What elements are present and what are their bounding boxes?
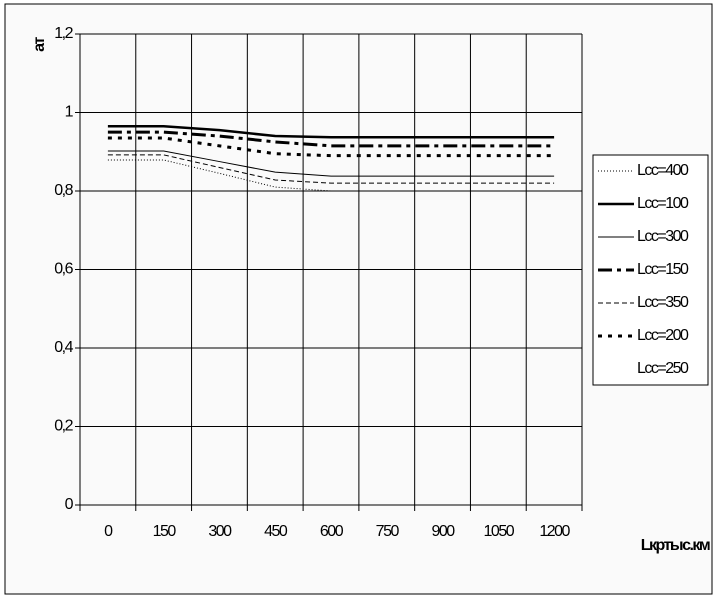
y-tick-label: 0 <box>65 496 74 513</box>
legend-label: Lсс=350 <box>637 294 689 311</box>
series-line <box>107 130 555 148</box>
x-tick-label: 900 <box>431 523 455 540</box>
x-tick-label: 150 <box>153 523 177 540</box>
legend-label: Lсс=200 <box>637 327 689 344</box>
legend-box <box>592 154 709 386</box>
legend-label: Lсс=400 <box>637 162 689 179</box>
x-tick-label: 750 <box>376 523 400 540</box>
x-tick-label: 1050 <box>484 523 515 540</box>
x-tick-label: 450 <box>264 523 288 540</box>
y-tick-label: 0,2 <box>54 418 73 435</box>
series-line <box>107 150 555 177</box>
x-tick-label: 0 <box>104 523 113 540</box>
x-tick-label: 300 <box>208 523 232 540</box>
legend-label: Lсс=300 <box>637 228 689 245</box>
y-tick-label: 0,4 <box>54 339 73 356</box>
x-tick-label: 1200 <box>539 523 570 540</box>
legend-label: Lсс=150 <box>637 261 689 278</box>
series-line <box>107 154 555 184</box>
series-line <box>107 159 555 192</box>
legend-label: Lсс=250 <box>637 360 689 377</box>
y-tick-label: 0,6 <box>54 261 73 278</box>
y-tick-label: 1,2 <box>54 25 73 42</box>
series-line <box>107 136 555 158</box>
y-tick-label: 0,8 <box>54 182 73 199</box>
series-line <box>107 124 555 139</box>
x-axis-label: Lкртыс.км <box>641 537 710 554</box>
legend-label: Lсс=100 <box>637 195 689 212</box>
y-tick-label: 1 <box>65 104 74 121</box>
y-axis-label: ат <box>31 36 48 51</box>
x-tick-label: 600 <box>320 523 344 540</box>
